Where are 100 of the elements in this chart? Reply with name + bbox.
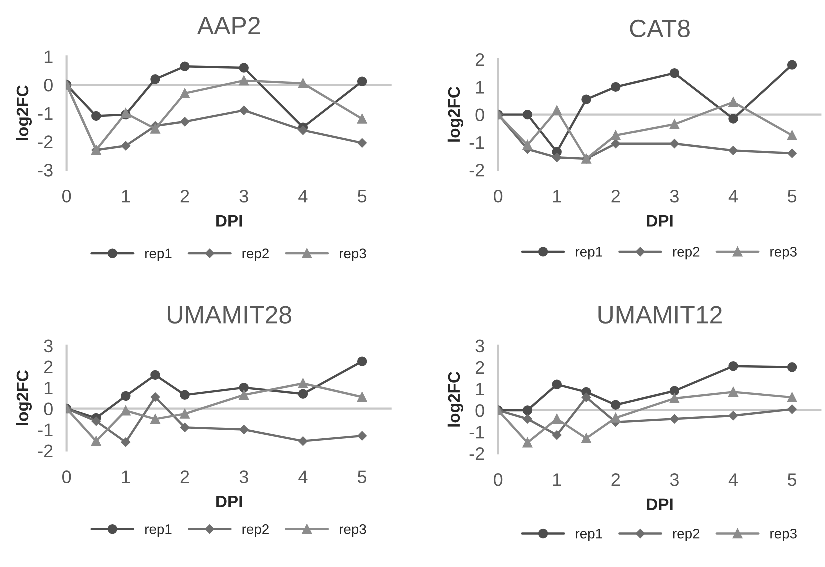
point bbox=[728, 146, 738, 156]
point bbox=[582, 94, 592, 104]
point bbox=[787, 362, 798, 372]
point bbox=[611, 139, 621, 148]
point bbox=[582, 434, 592, 444]
point bbox=[298, 78, 308, 88]
point bbox=[552, 414, 562, 424]
x-tick-label: 1 bbox=[553, 190, 562, 203]
x-tick-label: 3 bbox=[670, 190, 679, 203]
point bbox=[788, 404, 797, 414]
point bbox=[728, 387, 738, 398]
x-axis-title: DPI bbox=[647, 215, 673, 227]
x-tick-label: 4 bbox=[298, 190, 308, 203]
y-tick-label: -1 bbox=[38, 108, 53, 120]
y-tick-label: 0 bbox=[44, 78, 53, 92]
x-tick-label: 4 bbox=[298, 470, 308, 484]
x-tick-label: 5 bbox=[358, 470, 367, 484]
y-axis-title: log2FC bbox=[448, 87, 464, 142]
point bbox=[728, 114, 738, 124]
legend-label: rep2 bbox=[242, 524, 269, 538]
chart-title: CAT8 bbox=[630, 20, 690, 38]
y-tick-label: 2 bbox=[476, 53, 484, 66]
y-axis-title: log2FC bbox=[16, 370, 32, 426]
point bbox=[180, 390, 190, 400]
x-axis-title: DPI bbox=[216, 496, 242, 508]
point bbox=[92, 436, 102, 446]
point bbox=[121, 438, 131, 447]
y-tick-label: 1 bbox=[44, 50, 53, 64]
point bbox=[728, 411, 738, 421]
point bbox=[670, 68, 680, 78]
point bbox=[787, 60, 798, 70]
point bbox=[728, 98, 738, 108]
x-tick-label: 0 bbox=[494, 190, 503, 203]
point bbox=[522, 140, 533, 150]
x-tick-label: 0 bbox=[62, 190, 72, 203]
point bbox=[522, 406, 533, 416]
point bbox=[150, 370, 160, 380]
point bbox=[357, 356, 368, 366]
point bbox=[150, 124, 160, 134]
point bbox=[298, 389, 308, 399]
y-tick-label: 2 bbox=[44, 360, 53, 374]
point bbox=[239, 382, 249, 393]
x-tick-label: 3 bbox=[240, 190, 248, 203]
point bbox=[358, 138, 367, 148]
point bbox=[121, 391, 131, 402]
x-tick-label: 0 bbox=[62, 470, 72, 484]
x-tick-label: 2 bbox=[180, 470, 190, 484]
chart-title: UMAMIT12 bbox=[598, 306, 722, 324]
point bbox=[150, 392, 160, 402]
point bbox=[670, 394, 680, 404]
x-tick-label: 4 bbox=[728, 474, 738, 486]
point bbox=[787, 130, 798, 140]
y-tick-label: -2 bbox=[38, 136, 53, 148]
legend-label: rep1 bbox=[146, 524, 172, 538]
point bbox=[357, 76, 368, 87]
point bbox=[552, 430, 562, 440]
point bbox=[240, 106, 249, 116]
point bbox=[670, 414, 680, 424]
y-axis-title: log2FC bbox=[16, 86, 32, 140]
point bbox=[180, 117, 190, 127]
legend-label: rep3 bbox=[340, 248, 366, 262]
point bbox=[523, 414, 532, 424]
point bbox=[150, 414, 160, 424]
point bbox=[298, 378, 308, 388]
point bbox=[298, 126, 308, 136]
x-tick-label: 3 bbox=[670, 474, 679, 486]
x-tick-label: 5 bbox=[788, 474, 797, 486]
point bbox=[150, 74, 160, 84]
point bbox=[611, 130, 621, 140]
legend-label: rep1 bbox=[576, 529, 602, 542]
x-tick-label: 2 bbox=[612, 190, 620, 203]
point bbox=[180, 423, 190, 432]
point bbox=[788, 148, 797, 158]
point bbox=[582, 392, 592, 402]
chart-title: UMAMIT28 bbox=[168, 306, 292, 324]
point bbox=[670, 386, 680, 396]
legend-label: rep2 bbox=[673, 528, 700, 542]
y-tick-label: -2 bbox=[38, 444, 53, 458]
point bbox=[121, 141, 131, 151]
y-tick-label: -2 bbox=[470, 448, 484, 460]
point bbox=[552, 153, 562, 162]
x-axis-title: DPI bbox=[216, 215, 242, 227]
x-tick-label: 4 bbox=[728, 190, 738, 203]
y-tick-label: -2 bbox=[470, 164, 484, 177]
point bbox=[728, 361, 738, 372]
point bbox=[787, 392, 798, 402]
legend-label: rep2 bbox=[673, 247, 700, 260]
point bbox=[357, 114, 368, 124]
x-tick-label: 5 bbox=[358, 190, 367, 203]
x-tick-label: 1 bbox=[122, 470, 130, 484]
y-tick-label: 0 bbox=[476, 404, 484, 418]
y-tick-label: -1 bbox=[470, 426, 484, 439]
y-tick-label: -3 bbox=[38, 164, 53, 177]
y-tick-label: 3 bbox=[476, 340, 484, 353]
legend-label: rep2 bbox=[242, 248, 269, 262]
point bbox=[180, 62, 190, 72]
legend-label: rep1 bbox=[576, 247, 602, 260]
point bbox=[358, 431, 367, 441]
point bbox=[239, 390, 249, 400]
point bbox=[239, 63, 249, 73]
